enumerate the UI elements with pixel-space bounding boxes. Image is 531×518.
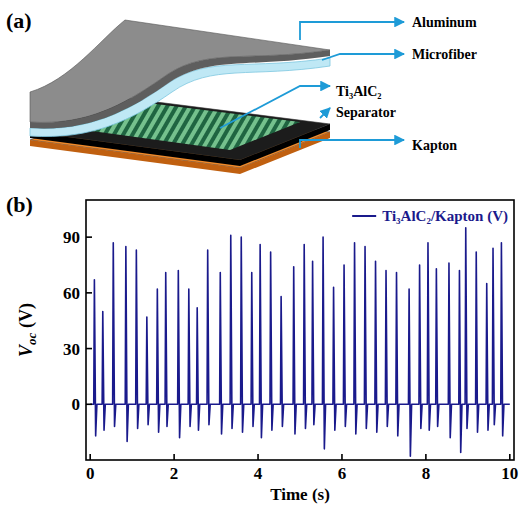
legend-label: Ti₃AlC₂/Kapton (V) [382,208,508,225]
plot-frame [86,200,514,460]
layer-label: Microfiber [412,47,477,62]
y-tick [86,292,92,294]
y-tick [86,236,92,238]
y-title-part: (V) [16,303,37,333]
label-arrow [322,54,404,60]
series-line [90,228,510,456]
x-tick [173,454,175,460]
y-tick-label: 60 [63,284,80,303]
label-arrow [300,22,404,40]
x-axis-title: Time (s) [270,485,330,504]
label-arrow [300,140,404,148]
aluminum-edge [30,50,330,128]
x-tick-label: 8 [422,464,431,483]
y-tick-label: 90 [63,228,80,247]
x-tick [89,454,91,460]
x-tick [257,454,259,460]
x-tick [425,454,427,460]
x-tick [509,454,511,460]
figure: (a) Aluminum Microfiber Ti₃AlC₂ Separator Kap… [0,0,531,518]
x-tick-label: 4 [254,464,263,483]
layer-label: Kapton [412,138,457,153]
legend-swatch [352,215,376,217]
label-arrow [320,108,330,118]
layer-label: Aluminum [412,15,477,30]
y-tick [86,403,92,405]
x-tick-label: 6 [338,464,347,483]
x-tick-label: 10 [501,464,518,483]
plot-area [90,228,510,456]
panel-a: (a) Aluminum Microfiber Ti₃AlC₂ Separator Kap… [6,8,477,174]
y-tick-label: 0 [72,395,81,414]
x-tick-label: 0 [86,464,95,483]
layer-label: Separator [336,105,396,120]
x-tick-label: 2 [170,464,179,483]
panel-label: (a) [6,8,32,33]
x-tick [341,454,343,460]
label-arrow [220,86,330,128]
y-title-sub: oc [24,332,39,345]
y-tick [86,348,92,350]
y-axis-title: Voc (V) [16,303,39,357]
panel-label: (b) [6,192,33,217]
y-tick-label: 30 [63,340,80,359]
panel-b: (b) 0 2 4 6 8 10 0 30 60 90 Time (s) Voc (V) Ti₃AlC₂/… [6,192,518,504]
layer-label: Ti₃AlC₂ [336,84,381,99]
